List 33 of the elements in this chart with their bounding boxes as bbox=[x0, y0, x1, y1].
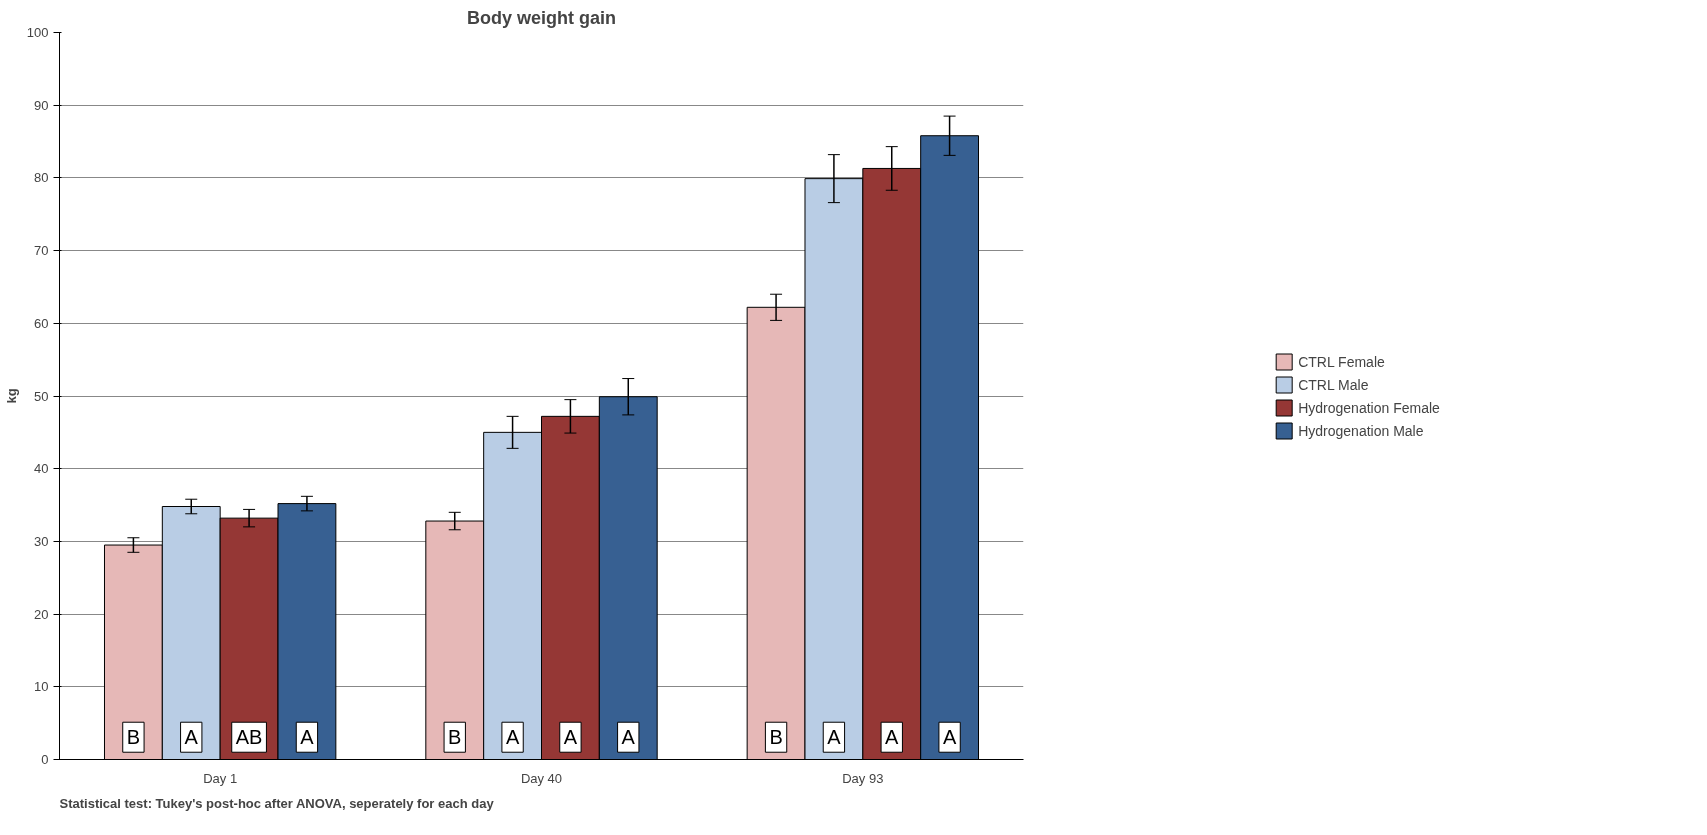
y-tick-label: 70 bbox=[34, 243, 49, 259]
data-label: A bbox=[621, 726, 636, 749]
y-tick-label: 30 bbox=[34, 533, 49, 549]
data-label: A bbox=[184, 726, 199, 749]
x-tick-label: Day 93 bbox=[842, 770, 884, 786]
data-label: B bbox=[126, 726, 141, 749]
y-tick-label: 60 bbox=[34, 315, 49, 331]
x-tick-label: Day 40 bbox=[520, 770, 563, 786]
data-label: A bbox=[942, 726, 957, 749]
y-tick-label: 50 bbox=[34, 388, 49, 404]
y-tick-label: 80 bbox=[34, 170, 49, 186]
data-label: B bbox=[769, 726, 783, 749]
data-label: B bbox=[448, 726, 462, 749]
y-tick-label: 0 bbox=[41, 752, 49, 767]
chart-title: Body weight gain bbox=[467, 7, 617, 28]
data-label: A bbox=[563, 726, 578, 749]
legend-label: Hydrogenation Male bbox=[1298, 422, 1424, 438]
y-tick-label: 90 bbox=[34, 97, 49, 113]
data-label: AB bbox=[235, 726, 263, 749]
data-label: A bbox=[885, 726, 900, 749]
y-axis-title: kg bbox=[3, 388, 19, 404]
legend-label: CTRL Female bbox=[1298, 353, 1385, 369]
y-tick-label: 40 bbox=[34, 461, 49, 477]
y-tick-label: 100 bbox=[26, 25, 49, 40]
y-tick-label: 10 bbox=[34, 679, 49, 695]
data-label: A bbox=[300, 726, 315, 749]
x-tick-label: Day 1 bbox=[203, 770, 238, 786]
y-tick-label: 20 bbox=[34, 606, 49, 622]
data-label: A bbox=[505, 726, 520, 749]
legend-label: CTRL Male bbox=[1298, 376, 1369, 392]
legend-label: Hydrogenation Female bbox=[1298, 399, 1440, 415]
data-label: A bbox=[827, 726, 842, 749]
text: Statistical test: Tukey's post-hoc after ANOVA, seperately for each day bbox=[59, 795, 495, 811]
